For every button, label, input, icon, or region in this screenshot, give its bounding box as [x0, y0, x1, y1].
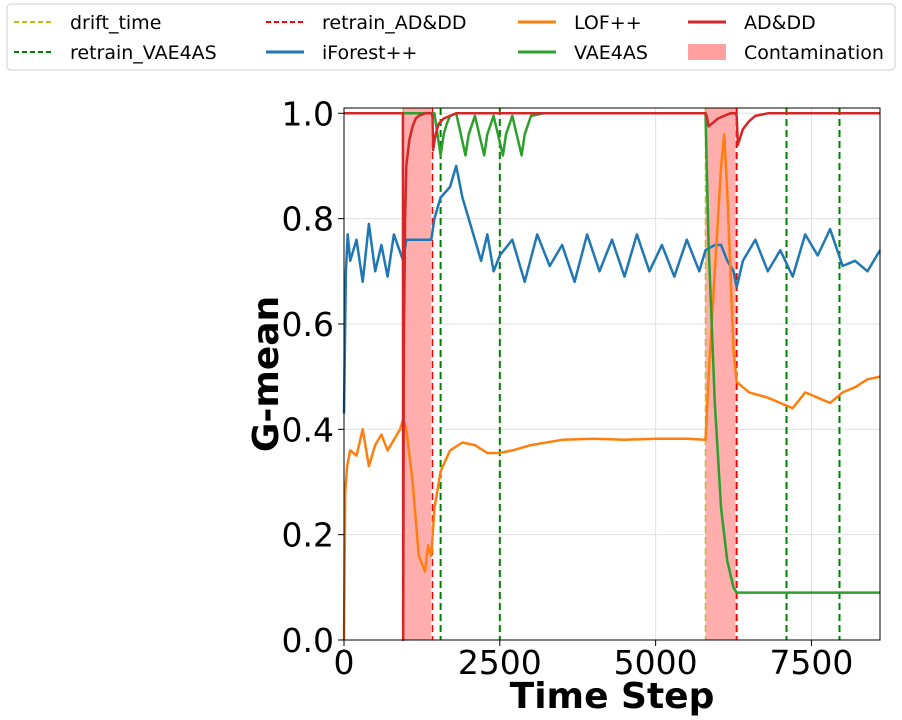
x-tick-label-1: 2500 [458, 643, 542, 682]
legend-label: drift_time [70, 12, 161, 34]
series-lof- [342, 133, 881, 641]
plot-area [342, 107, 882, 642]
legend-label: AD&DD [744, 12, 816, 34]
legend-label: iForest++ [322, 42, 417, 64]
y-tick-label-3: 0.6 [282, 305, 334, 344]
legend-label: Contamination [744, 42, 884, 64]
legend-item-lof-: LOF++ [518, 12, 642, 34]
y-tick-label-1: 0.2 [282, 516, 334, 555]
legend-item-ad-dd: AD&DD [688, 12, 816, 34]
legend-label: LOF++ [574, 12, 642, 34]
legend: drift_time retrain_VAE4AS retrain_AD&DD iFo… [6, 3, 896, 71]
x-tick-label-3: 7500 [769, 643, 853, 682]
y-tick-label-4: 0.8 [282, 200, 334, 239]
contamination-regions [403, 108, 736, 640]
legend-item-retrain-vae4as: retrain_VAE4AS [14, 42, 217, 64]
legend-item-contamination: Contamination [688, 42, 884, 64]
legend-label: retrain_AD&DD [322, 12, 467, 34]
x-tick-label-0: 0 [334, 643, 355, 682]
y-axis: 0.0 0.2 0.4 0.6 0.8 1.0 [282, 94, 344, 660]
legend-swatch [688, 44, 726, 60]
y-tick-label-5: 1.0 [282, 94, 334, 133]
y-axis-title: G-mean [246, 296, 287, 452]
y-tick-label-0: 0.0 [282, 621, 334, 660]
retrain-lines [402, 108, 841, 640]
x-axis: 0 2500 5000 7500 [334, 640, 853, 682]
series-lines [342, 112, 882, 642]
series-iforest- [342, 164, 882, 414]
series-ad-dd [344, 112, 880, 642]
legend-label: retrain_VAE4AS [70, 42, 217, 64]
legend-item-drift-time: drift_time [14, 12, 161, 34]
x-tick-label-2: 5000 [614, 643, 698, 682]
legend-item-vae4as: VAE4AS [518, 42, 648, 64]
legend-box [6, 3, 896, 71]
legend-item-retrain-ad-dd: retrain_AD&DD [266, 12, 467, 34]
y-tick-label-2: 0.4 [282, 410, 334, 449]
legend-label: VAE4AS [574, 42, 648, 64]
legend-item-iforest-: iForest++ [266, 42, 417, 64]
plot-frame [343, 107, 881, 641]
x-axis-title: Time Step [510, 676, 715, 717]
